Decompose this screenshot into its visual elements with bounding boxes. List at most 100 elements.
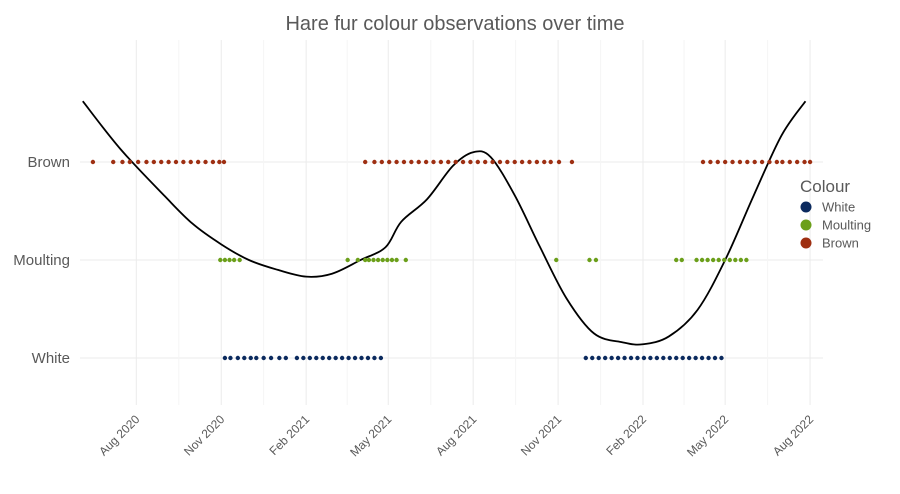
point-brown [490,159,495,165]
point-white [674,355,679,361]
point-brown [173,159,179,165]
point-white [277,355,282,361]
points-group [90,159,813,361]
point-white [654,355,660,361]
y-axis: White Moulting Brown [13,154,70,367]
point-brown [569,159,575,165]
x-tick-label: Nov 2021 [518,412,564,458]
point-white [686,355,692,361]
legend-label: Brown [822,236,859,251]
point-white [378,355,384,361]
point-brown [423,159,429,165]
x-axis: Aug 2020 Nov 2020 Feb 2021 May 2021 Aug 2021… [96,412,816,459]
point-moulting [554,257,559,263]
point-white [228,355,233,361]
point-brown [794,159,800,165]
point-white [283,355,289,361]
point-brown [90,159,96,165]
point-moulting [222,257,228,263]
legend: Colour White Moulting Brown [800,177,871,251]
point-white [222,355,228,361]
point-white [365,355,371,361]
point-brown [497,159,503,165]
trend-line-group [82,100,807,346]
point-white [327,355,332,361]
y-tick-label: White [32,350,70,367]
point-white [635,355,640,361]
point-moulting [727,257,732,263]
point-moulting [231,257,237,263]
x-tick-label: Aug 2021 [433,412,479,458]
trend-line [82,100,807,346]
point-brown [534,159,540,165]
y-tick-label: Moulting [13,252,70,269]
point-moulting [371,257,376,263]
point-brown [151,159,157,165]
point-moulting [744,257,749,263]
point-brown [556,159,562,165]
point-brown [111,159,116,165]
point-brown [120,159,125,165]
point-brown [780,159,785,165]
point-white [706,355,711,361]
point-brown [708,159,713,165]
point-brown [767,159,772,165]
point-brown [774,159,780,165]
point-moulting [345,257,350,263]
point-brown [203,159,208,165]
point-moulting [363,257,368,263]
point-white [596,355,601,361]
point-moulting [237,257,242,263]
x-tick-label: Feb 2022 [603,412,649,458]
point-brown [737,159,743,165]
legend-key-white [800,201,812,213]
point-white [661,355,666,361]
point-white [294,355,300,361]
point-white [268,355,274,361]
x-tick-label: Aug 2020 [96,412,142,458]
point-brown [135,159,141,165]
legend-title: Colour [800,177,850,196]
point-brown [468,159,473,165]
point-brown [482,159,488,165]
x-tick-label: May 2021 [347,412,394,459]
point-brown [363,159,368,165]
point-brown [127,159,133,165]
point-brown [787,159,792,165]
point-white [628,355,634,361]
point-moulting [218,257,223,263]
point-moulting [716,257,721,263]
point-moulting [355,257,361,263]
point-brown [759,159,765,165]
point-white [615,355,621,361]
point-moulting [385,257,390,263]
point-moulting [679,257,684,263]
point-brown [460,159,466,165]
point-moulting [587,257,592,263]
point-white [622,355,627,361]
point-white [261,355,266,361]
y-tick-label: Brown [27,154,70,171]
point-white [352,355,358,361]
point-moulting [380,257,385,263]
legend-key-moulting [800,219,812,231]
point-white [680,355,685,361]
point-white [339,355,345,361]
point-brown [210,159,216,165]
point-brown [195,159,201,165]
point-white [359,355,364,361]
point-brown [527,159,532,165]
point-white [254,355,259,361]
point-white [590,355,595,361]
point-brown [475,159,481,165]
point-moulting [674,257,679,263]
point-moulting [593,257,599,263]
point-moulting [375,257,381,263]
point-moulting [733,257,738,263]
point-white [712,355,718,361]
point-white [301,355,306,361]
point-brown [394,159,399,165]
point-moulting [694,257,699,263]
